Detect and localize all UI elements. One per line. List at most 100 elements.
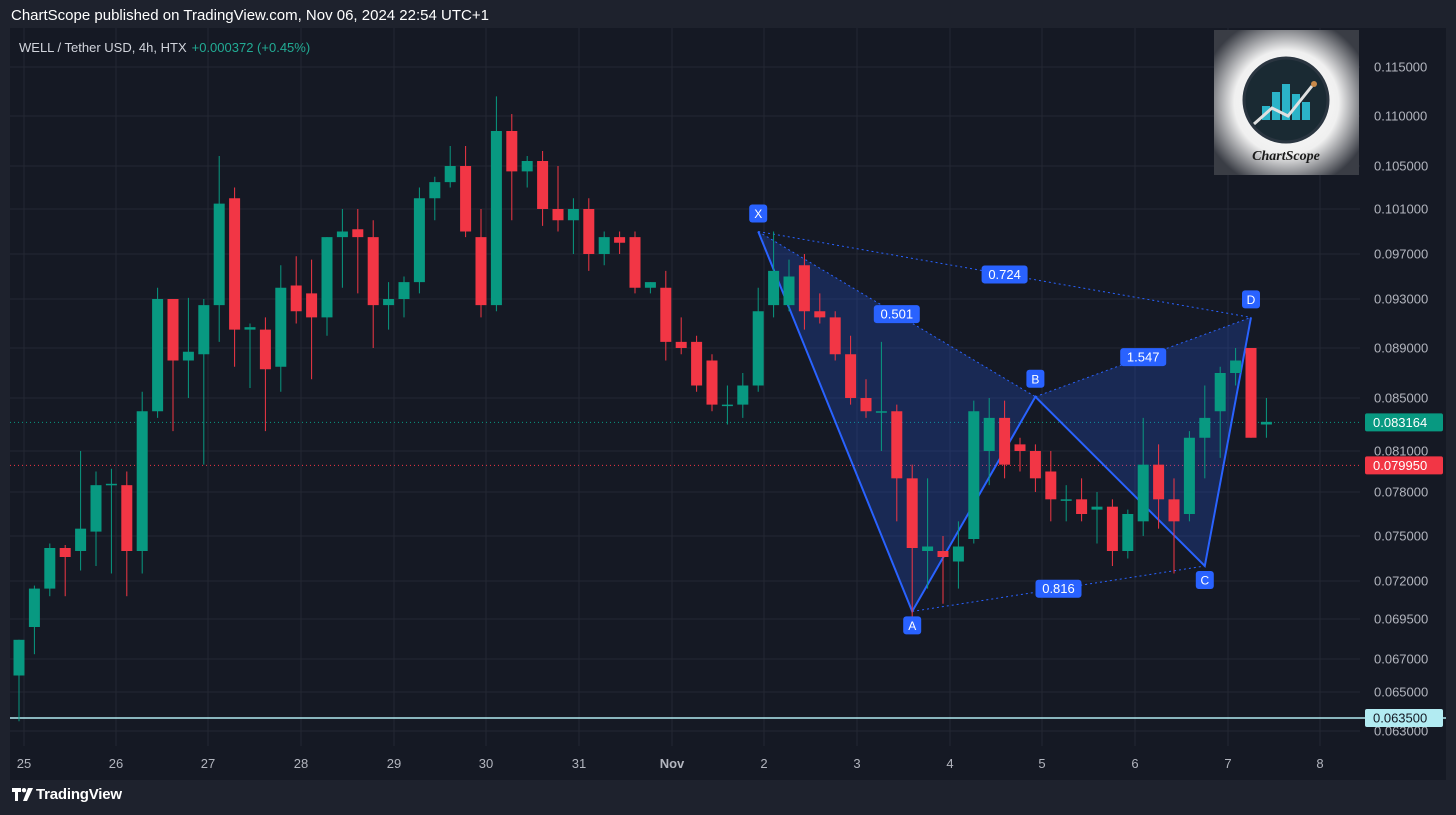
candle-59 [922,478,934,589]
candle-40 [629,231,641,294]
candle-30 [475,209,487,318]
time-tick-0: 25 [17,756,31,771]
candle-body-60 [937,551,949,557]
candle-17 [275,265,287,392]
candle-body-67 [1045,471,1057,500]
candle-body-52 [814,311,826,318]
candle-77 [1199,385,1211,479]
time-axis[interactable]: 25 26 27 28 29 30 31 Nov 2 3 4 5 6 7 8 [17,756,1324,771]
candle-3 [59,545,71,597]
candle-body-42 [660,287,672,342]
candle-body-59 [922,546,934,551]
candle-81 [1260,398,1272,438]
candle-38 [598,231,610,266]
ratio-line-2 [1035,316,1252,398]
watermark-text: ChartScope [1252,149,1320,164]
candle-11 [182,297,194,398]
candle-46 [721,385,733,425]
candle-67 [1045,451,1057,522]
candle-body-55 [860,398,872,412]
candle-66 [1029,444,1041,492]
ratio-1.547: 1.547 [1120,348,1167,367]
candle-78 [1214,366,1226,458]
price-tick-14: 0.065000 [1374,685,1428,700]
candle-19 [306,259,318,380]
ratio-badge-0.724 [981,265,1028,284]
point-label-b: B [1031,372,1039,386]
candle-42 [660,270,672,361]
candle-body-38 [598,237,610,254]
candle-body-20 [321,237,333,318]
candle-body-7 [121,485,133,551]
candle-49 [768,231,780,318]
support-price-tag-bg [1365,709,1443,727]
candle-55 [860,379,872,418]
symbol-legend: WELL / Tether USD, 4h, HTX +0.000372 (+0.… [19,40,310,55]
candle-body-71 [1106,506,1118,551]
candle-body-28 [444,166,456,183]
point-b: B [1026,369,1045,388]
marker-price-tag-text: 0.079950 [1373,458,1427,473]
price-tick-11: 0.072000 [1374,574,1428,589]
candle-body-64 [999,417,1011,465]
candle-body-68 [1060,499,1072,501]
candle-22 [352,209,364,294]
candle-51 [798,254,810,330]
tradingview-logo-icon[interactable] [12,788,34,802]
last-price-tag-bg [1365,413,1443,432]
candle-body-9 [152,299,164,412]
candle-body-18 [290,285,302,312]
candle-16 [259,317,271,432]
candle-74 [1153,444,1165,529]
candle-0 [13,639,25,722]
price-tick-0: 0.115000 [1374,60,1427,75]
symbol-info: WELL / Tether USD, 4h, HTX [19,40,187,55]
tradingview-brand[interactable]: TradingView [36,786,122,803]
pattern-labels[interactable]: X A B C D 0.501 0.724 0.816 1.547 [749,204,1260,635]
ratio-0.724: 0.724 [981,265,1028,284]
point-x: X [749,204,768,223]
candlestick-chart[interactable]: X A B C D 0.501 0.724 0.816 1.547 0.115000 0.1100… [10,28,1446,780]
point-d: D [1242,290,1260,309]
candle-body-27 [429,182,441,199]
candle-body-72 [1122,514,1134,551]
watermark-bar-4 [1302,102,1310,120]
candle-41 [644,282,656,294]
candle-61 [952,521,964,589]
ratio-0.501: 0.501 [873,305,920,324]
candle-32 [506,114,518,221]
candle-65 [1014,437,1026,472]
ratio-label-1.547: 1.547 [1127,350,1160,365]
price-tick-5: 0.093000 [1374,292,1428,307]
candle-75 [1168,478,1180,574]
candle-body-15 [244,327,256,330]
candle-31 [490,96,502,312]
candle-15 [244,323,256,388]
price-axis[interactable]: 0.115000 0.110000 0.105000 0.101000 0.097000… [1365,60,1443,739]
candle-79 [1230,348,1242,386]
candle-body-24 [383,299,395,306]
candles [13,96,1272,722]
time-tick-11: 5 [1038,756,1045,771]
price-tick-12: 0.069500 [1374,612,1428,627]
support-price-tag: 0.063500 [1365,709,1443,727]
candle-body-81 [1260,421,1272,425]
candle-35 [552,166,564,232]
candle-5 [90,471,102,566]
candle-body-10 [167,299,179,361]
candle-body-58 [906,478,918,548]
candle-10 [167,299,179,432]
candle-56 [875,341,887,451]
candle-34 [537,151,549,226]
candle-body-35 [552,209,564,221]
candle-body-45 [706,360,718,405]
candle-body-34 [537,161,549,209]
candle-body-56 [875,411,887,413]
last-price-tag: 0.083164 [1365,413,1443,432]
support-price-tag-text: 0.063500 [1373,711,1427,726]
chart-area[interactable]: X A B C D 0.501 0.724 0.816 1.547 0.115000 0.1100… [10,28,1446,780]
candle-body-49 [768,270,780,306]
candle-body-69 [1076,499,1088,514]
candle-body-76 [1183,437,1195,514]
price-tick-2: 0.105000 [1374,159,1428,174]
